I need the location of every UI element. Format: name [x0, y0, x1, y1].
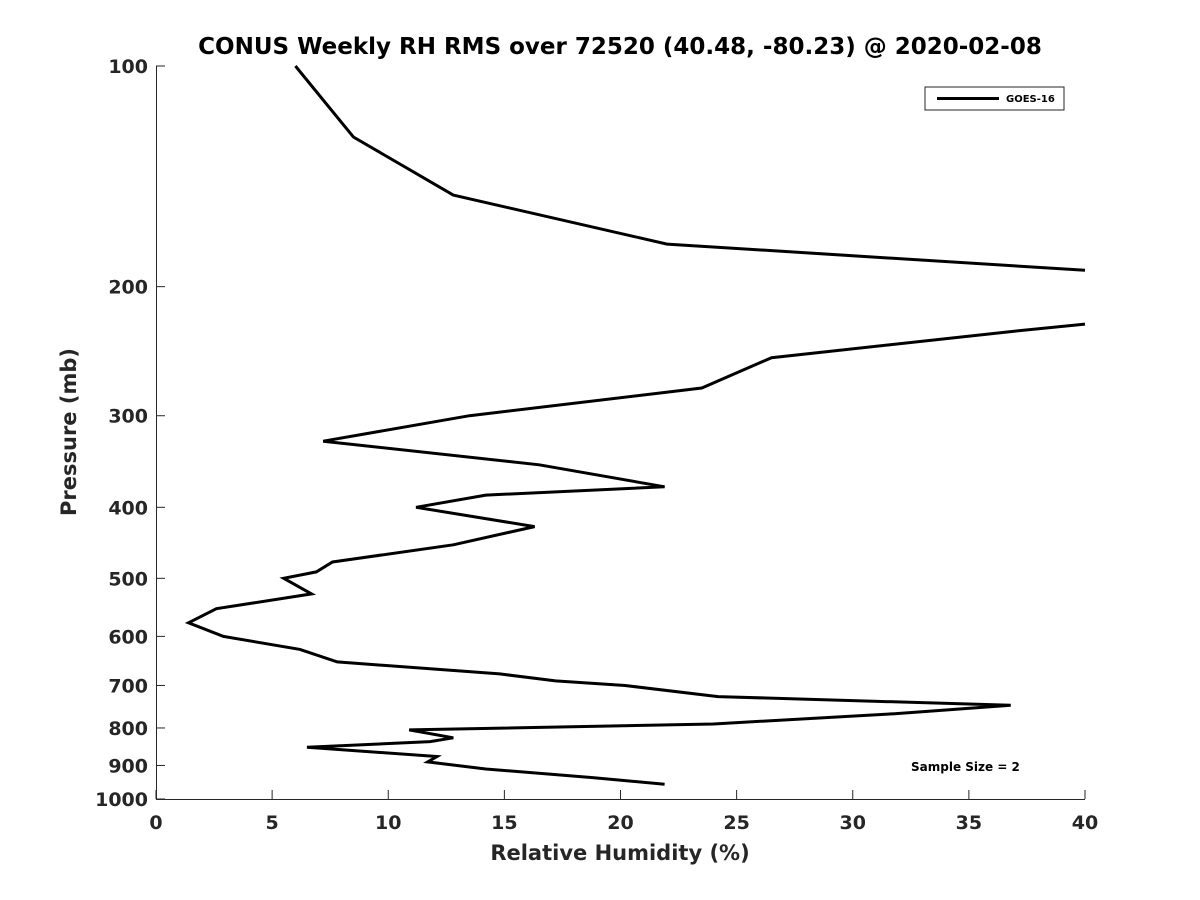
y-axis-ticks: 100 200 300 400 500 600 700 800 900 1000 — [95, 56, 165, 811]
plot-area: 0 5 10 15 20 25 30 35 40 100 200 300 400 500 600 700 80… — [95, 56, 1098, 834]
x-tick-label: 10 — [375, 812, 401, 834]
axes-frame — [156, 66, 1085, 799]
y-tick-label: 300 — [108, 406, 148, 428]
x-tick-label: 40 — [1072, 812, 1098, 834]
series-line-segment — [294, 65, 1086, 272]
y-tick-label: 200 — [108, 277, 148, 299]
y-tick-label: 100 — [108, 56, 148, 78]
sample-size-annotation: Sample Size = 2 — [911, 760, 1020, 774]
x-axis-label: Relative Humidity (%) — [490, 841, 749, 865]
legend-entry-label: GOES-16 — [1006, 94, 1055, 105]
y-tick-label: 800 — [108, 718, 148, 740]
x-tick-label: 30 — [840, 812, 866, 834]
y-tick-label: 1000 — [95, 789, 148, 811]
x-axis-ticks: 0 5 10 15 20 25 30 35 40 — [149, 790, 1098, 834]
x-tick-label: 35 — [956, 812, 982, 834]
y-axis-label: Pressure (mb) — [57, 348, 81, 516]
x-tick-label: 5 — [266, 812, 279, 834]
y-tick-label: 500 — [108, 568, 148, 590]
legend: GOES-16 — [924, 86, 1065, 111]
series-line-segment — [184, 322, 1086, 786]
chart-title: CONUS Weekly RH RMS over 72520 (40.48, -… — [198, 34, 1042, 60]
y-tick-label: 400 — [108, 497, 148, 519]
x-tick-label: 25 — [723, 812, 749, 834]
y-tick-label: 900 — [108, 755, 148, 777]
x-tick-label: 0 — [149, 812, 162, 834]
series-layer — [184, 65, 1086, 786]
y-tick-label: 700 — [108, 675, 148, 697]
y-tick-label: 600 — [108, 626, 148, 648]
x-tick-label: 15 — [491, 812, 517, 834]
x-tick-label: 20 — [607, 812, 633, 834]
